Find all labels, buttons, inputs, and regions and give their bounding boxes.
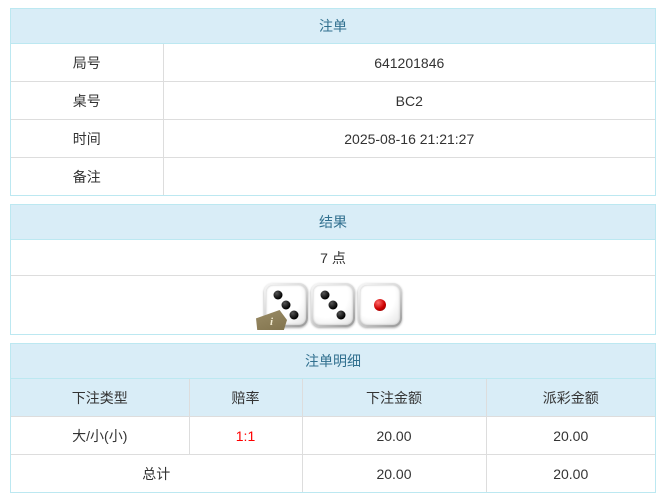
- die-dot: [273, 290, 283, 300]
- dice-cell: i: [11, 275, 655, 334]
- time-value: 2025-08-16 21:21:27: [162, 119, 655, 158]
- total-row: 总计 20.00 20.00: [11, 454, 655, 492]
- result-panel: 结果 7 点 i: [10, 204, 656, 335]
- bet-order-table: 注单 局号 641201846 桌号 BC2 时间 2025-08-16 21:…: [11, 9, 655, 195]
- col-bet-amount: 下注金额: [301, 378, 487, 417]
- time-label: 时间: [11, 119, 164, 158]
- die-dot: [320, 290, 330, 300]
- col-payout-amount: 派彩金额: [485, 378, 655, 417]
- die-dot: [289, 310, 299, 320]
- die-dot: [328, 300, 338, 310]
- table-row: 备注: [11, 157, 655, 195]
- die: [311, 283, 355, 327]
- round-id-label: 局号: [11, 43, 164, 82]
- col-bet-type: 下注类型: [11, 378, 190, 417]
- bet-order-title: 注单: [11, 9, 655, 44]
- bet-order-panel: 注单 局号 641201846 桌号 BC2 时间 2025-08-16 21:…: [10, 8, 656, 196]
- die-dot: [281, 300, 291, 310]
- table-header-row: 下注类型 赔率 下注金额 派彩金额: [11, 378, 655, 417]
- total-payout-amount: 20.00: [485, 454, 655, 492]
- die-face: [313, 285, 353, 325]
- bet-type-value: 大/小(小): [11, 416, 190, 455]
- table-row: 时间 2025-08-16 21:21:27: [11, 119, 655, 158]
- die-dot: [374, 299, 386, 311]
- payout-amount-value: 20.00: [485, 416, 655, 455]
- odds-value: 1:1: [188, 416, 303, 455]
- die: i: [256, 283, 308, 330]
- round-id-value: 641201846: [162, 43, 655, 82]
- result-points: 7 点: [11, 239, 655, 276]
- col-odds: 赔率: [188, 378, 303, 417]
- total-label: 总计: [11, 454, 303, 492]
- table-id-label: 桌号: [11, 81, 164, 120]
- die-face: [360, 285, 400, 325]
- die: [358, 283, 402, 327]
- bet-detail-panel: 注单明细 下注类型 赔率 下注金额 派彩金额 大/小(小) 1:1 20.00 …: [10, 343, 656, 493]
- remark-value: [162, 157, 655, 195]
- content-wrap: 注单 局号 641201846 桌号 BC2 时间 2025-08-16 21:…: [10, 8, 656, 496]
- result-table: 结果 7 点 i: [11, 205, 655, 334]
- bet-detail-table: 注单明细 下注类型 赔率 下注金额 派彩金额 大/小(小) 1:1 20.00 …: [11, 344, 655, 492]
- dice-row: i: [15, 283, 651, 330]
- result-title: 结果: [11, 205, 655, 240]
- bet-amount-value: 20.00: [301, 416, 487, 455]
- bet-detail-title: 注单明细: [11, 344, 655, 379]
- table-id-value: BC2: [162, 81, 655, 120]
- table-row: 局号 641201846: [11, 43, 655, 82]
- table-row: 桌号 BC2: [11, 81, 655, 120]
- die-dot: [336, 310, 346, 320]
- total-bet-amount: 20.00: [301, 454, 487, 492]
- remark-label: 备注: [11, 157, 164, 195]
- table-row: 大/小(小) 1:1 20.00 20.00: [11, 416, 655, 455]
